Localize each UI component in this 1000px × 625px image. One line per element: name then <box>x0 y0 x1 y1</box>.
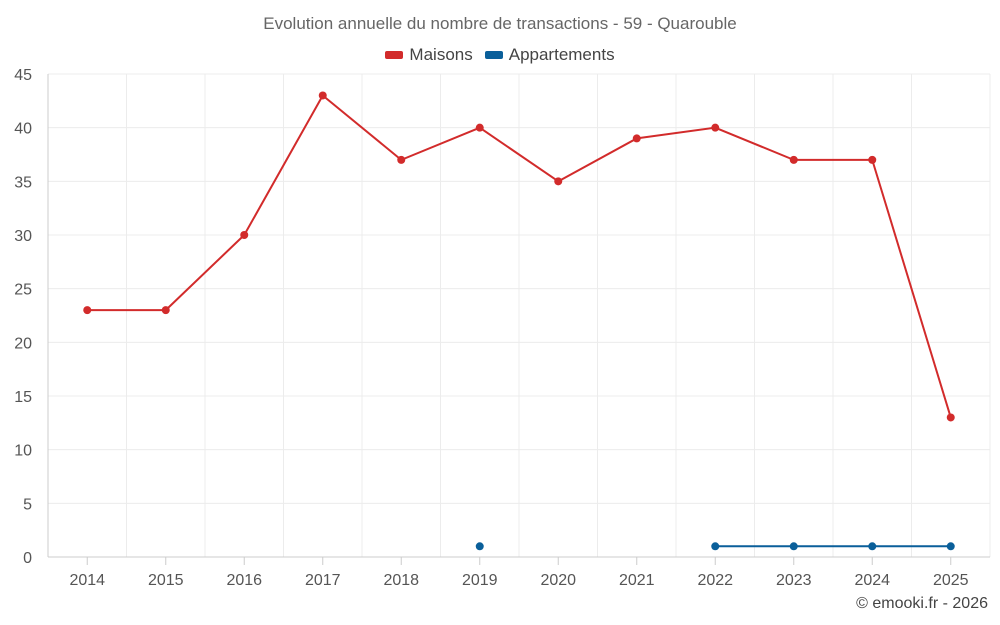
y-tick-label: 35 <box>14 174 32 191</box>
y-tick-label: 15 <box>14 389 32 406</box>
data-point-maisons <box>318 91 327 100</box>
y-tick-label: 20 <box>14 335 32 352</box>
legend-swatch-appartements <box>484 51 503 59</box>
x-tick-label: 2018 <box>383 572 419 589</box>
data-point-appartements <box>475 542 484 551</box>
data-point-appartements <box>868 542 877 551</box>
data-point-appartements <box>789 542 798 551</box>
data-point-maisons <box>632 134 641 143</box>
x-tick-label: 2021 <box>619 572 655 589</box>
credit-text: © emooki.fr - 2026 <box>856 595 988 612</box>
data-point-appartements <box>711 542 720 551</box>
y-tick-label: 40 <box>14 121 32 138</box>
legend-item-appartements[interactable]: Appartements <box>484 45 615 65</box>
x-tick-label: 2022 <box>697 572 733 589</box>
x-tick-label: 2025 <box>933 572 969 589</box>
data-point-appartements <box>946 542 955 551</box>
data-point-maisons <box>789 155 798 164</box>
data-point-maisons <box>397 155 406 164</box>
legend-swatch-maisons <box>385 51 404 59</box>
x-tick-label: 2015 <box>148 572 184 589</box>
data-point-maisons <box>711 123 720 132</box>
y-tick-label: 25 <box>14 282 32 299</box>
data-point-maisons <box>161 306 170 315</box>
x-tick-label: 2016 <box>226 572 262 589</box>
chart-title: Evolution annuelle du nombre de transact… <box>263 14 737 33</box>
y-tick-label: 5 <box>23 496 32 513</box>
x-tick-label: 2020 <box>540 572 576 589</box>
y-tick-label: 30 <box>14 228 32 245</box>
legend-label-maisons: Maisons <box>409 45 473 64</box>
data-point-maisons <box>946 413 955 422</box>
legend-label-appartements: Appartements <box>508 45 615 64</box>
x-tick-label: 2023 <box>776 572 812 589</box>
data-point-maisons <box>240 231 249 239</box>
data-point-maisons <box>83 306 92 315</box>
legend-item-maisons[interactable]: Maisons <box>385 45 473 65</box>
x-tick-label: 2014 <box>69 572 105 589</box>
data-point-maisons <box>868 155 877 164</box>
y-tick-label: 0 <box>23 550 32 567</box>
data-point-maisons <box>475 123 484 132</box>
x-tick-label: 2017 <box>305 572 341 589</box>
series-line-maisons <box>87 94 952 418</box>
x-tick-label: 2019 <box>462 572 498 589</box>
y-tick-label: 45 <box>14 67 32 84</box>
x-tick-label: 2024 <box>854 572 890 589</box>
data-point-maisons <box>554 177 563 186</box>
legend: Maisons Appartements <box>0 45 1000 65</box>
y-tick-label: 10 <box>14 443 32 460</box>
